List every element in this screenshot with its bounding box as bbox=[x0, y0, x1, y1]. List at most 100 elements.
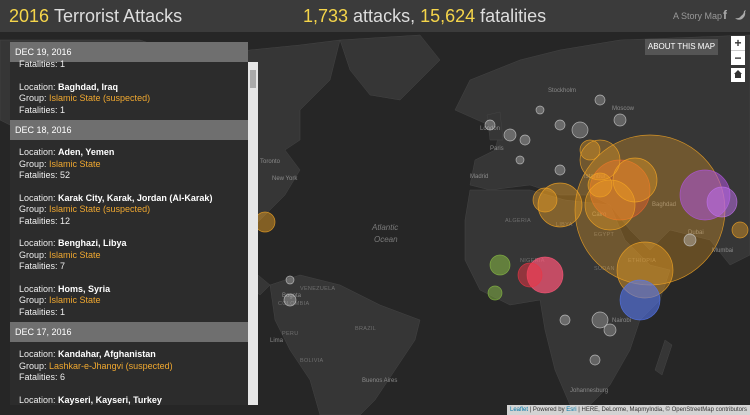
leaflet-link[interactable]: Leaflet bbox=[509, 407, 528, 413]
fatalities-label: Fatalities: bbox=[19, 372, 58, 382]
attack-location: Location: Karak City, Karak, Jordan (Al-… bbox=[19, 193, 238, 205]
fatality-label: fatalities bbox=[480, 6, 547, 26]
attack-bubble bbox=[285, 275, 295, 285]
esri-link[interactable]: Esri bbox=[566, 407, 577, 413]
attack-count: 1,733 bbox=[303, 6, 349, 26]
attack-bubble bbox=[591, 311, 609, 329]
fatality-count: 15,624 bbox=[420, 6, 476, 26]
place-label: Nairobi bbox=[612, 318, 631, 324]
attack-fatalities: Fatalities: 1 bbox=[19, 105, 238, 117]
attack-bubble bbox=[571, 121, 589, 139]
location-label: Location: bbox=[19, 283, 56, 294]
attack-location: Location: Kandahar, Afghanistan bbox=[19, 349, 238, 361]
place-label: Johannesburg bbox=[570, 388, 608, 394]
place-label: Ocean bbox=[374, 235, 398, 244]
fatalities-value: 1 bbox=[60, 306, 66, 317]
fatalities-label: Fatalities: bbox=[19, 215, 58, 226]
twitter-share[interactable] bbox=[735, 10, 746, 20]
place-label: Bogota bbox=[282, 293, 302, 299]
fatalities-label: Fatalities: bbox=[19, 104, 58, 115]
attack-bubble bbox=[603, 323, 617, 337]
group-label: Group: bbox=[19, 360, 47, 371]
group-label: Group: bbox=[19, 204, 47, 214]
group-value: Islamic State (suspected) bbox=[49, 204, 151, 214]
place-label: EGYPT bbox=[594, 232, 614, 238]
zoom-in[interactable]: + bbox=[731, 36, 745, 50]
fatalities-value: 1 bbox=[60, 104, 66, 115]
attack-label: attacks, bbox=[353, 6, 416, 26]
attack-item[interactable]: Location: Karak City, Karak, Jordan (Al-… bbox=[10, 186, 248, 232]
attack-bubble bbox=[519, 134, 531, 146]
place-label: Toronto bbox=[260, 159, 281, 165]
place-label: New York bbox=[272, 176, 298, 182]
facebook-share[interactable]: f bbox=[723, 8, 727, 22]
attack-location: Location: Benghazi, Libya bbox=[19, 238, 238, 250]
location-value: Benghazi, Libya bbox=[58, 238, 127, 248]
attack-bubble bbox=[487, 285, 503, 301]
attack-fatalities: Fatalities: 6 bbox=[19, 372, 238, 384]
group-label: Group: bbox=[19, 249, 47, 260]
date-header: DEC 17, 2016 bbox=[10, 322, 248, 342]
attack-location: Location: Aden, Yemen bbox=[19, 147, 238, 159]
attack-group: Group: Islamic State bbox=[19, 159, 238, 171]
group-label: Group: bbox=[19, 93, 47, 103]
place-label: Buenos Aires bbox=[362, 378, 397, 384]
fatalities-label: Fatalities: bbox=[19, 261, 58, 271]
group-label: Group: bbox=[19, 295, 47, 305]
group-value: Islamic State bbox=[49, 295, 101, 305]
attack-bubble bbox=[579, 139, 601, 161]
attack-bubble bbox=[559, 314, 571, 326]
attack-list[interactable]: DEC 19, 2016 Fatalities: 1 Location: Baghd… bbox=[10, 42, 248, 405]
place-label: Stockholm bbox=[548, 88, 576, 94]
story-map-link[interactable]: A Story Map bbox=[673, 11, 723, 21]
fatalities-value: 1 bbox=[60, 59, 66, 69]
attack-bubble bbox=[532, 187, 558, 213]
place-label: Baghdad bbox=[652, 202, 676, 208]
fatalities-value: 6 bbox=[60, 372, 66, 382]
attack-item[interactable]: Location: Kayseri, Kayseri, Turkey bbox=[10, 388, 248, 406]
attack-bubble bbox=[584, 179, 636, 231]
place-label: Dubai bbox=[688, 230, 704, 236]
attack-fatalities: Fatalities: 7 bbox=[19, 261, 238, 273]
place-label: ETHIOPIA bbox=[628, 258, 656, 264]
attribution: Leaflet | Powered by Esri | HERE, DeLorm… bbox=[506, 405, 750, 415]
place-label: LIBYA bbox=[556, 222, 573, 228]
attack-group: Group: Lashkar-e-Jhangvi (suspected) bbox=[19, 361, 238, 373]
location-label: Location: bbox=[19, 394, 56, 405]
attack-item[interactable]: Location: Baghdad, Iraq Group: Islamic St… bbox=[10, 75, 248, 121]
attack-bubble bbox=[683, 233, 697, 247]
group-value: Islamic State (suspected) bbox=[49, 93, 151, 103]
home-icon bbox=[734, 70, 742, 78]
place-label: NIGERIA bbox=[520, 258, 545, 264]
attack-fatalities: Fatalities: 52 bbox=[19, 170, 238, 182]
scroll-thumb[interactable] bbox=[250, 70, 256, 88]
attack-location: Location: Kayseri, Kayseri, Turkey bbox=[19, 395, 238, 406]
title-year: 2016 bbox=[9, 6, 50, 26]
attack-bubble bbox=[594, 94, 606, 106]
group-value: Lashkar-e-Jhangvi (suspected) bbox=[49, 360, 173, 371]
location-value: Kandahar, Afghanistan bbox=[58, 349, 156, 359]
title-text: Terrorist Attacks bbox=[54, 6, 183, 26]
place-label: Mumbai bbox=[712, 248, 733, 254]
stats: 1,733 attacks, 15,624 fatalities bbox=[303, 6, 546, 27]
attack-bubble bbox=[613, 113, 627, 127]
place-label: Istanbul bbox=[584, 174, 605, 180]
scrollbar[interactable] bbox=[248, 62, 258, 405]
attack-item[interactable]: Location: Aden, Yemen Group: Islamic Stat… bbox=[10, 140, 248, 186]
attack-item[interactable]: Location: Kandahar, Afghanistan Group: La… bbox=[10, 342, 248, 388]
location-value: Baghdad, Iraq bbox=[58, 81, 119, 92]
fatalities-label: Fatalities: bbox=[19, 170, 58, 180]
place-label: London bbox=[480, 126, 500, 132]
attack-bubble bbox=[503, 128, 517, 142]
home-button[interactable] bbox=[731, 68, 745, 82]
place-label: BOLIVIA bbox=[300, 358, 324, 364]
attack-bubble bbox=[254, 211, 276, 233]
attack-item[interactable]: Location: Homs, Syria Group: Islamic Stat… bbox=[10, 277, 248, 323]
attack-item[interactable]: Fatalities: 1 bbox=[10, 59, 248, 75]
location-value: Aden, Yemen bbox=[58, 147, 115, 157]
location-label: Location: bbox=[19, 349, 56, 359]
attack-item[interactable]: Location: Benghazi, Libya Group: Islamic … bbox=[10, 231, 248, 277]
about-button[interactable]: ABOUT THIS MAP bbox=[645, 39, 718, 55]
zoom-out[interactable]: − bbox=[731, 50, 745, 65]
fatalities-value: 12 bbox=[60, 215, 71, 226]
